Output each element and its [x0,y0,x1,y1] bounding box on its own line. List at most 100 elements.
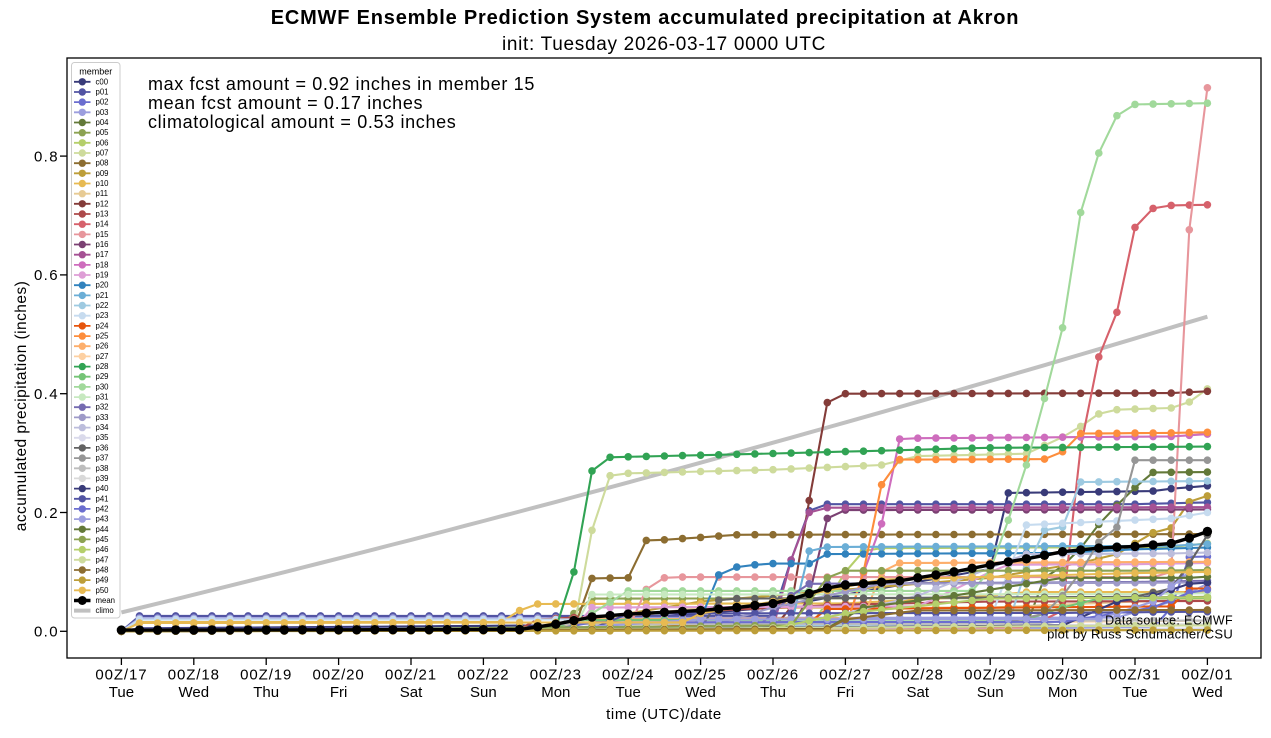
svg-text:p22: p22 [96,301,109,310]
svg-text:p49: p49 [96,576,109,585]
svg-text:p50: p50 [96,586,110,595]
svg-text:p14: p14 [96,220,110,229]
svg-text:p19: p19 [96,271,109,280]
svg-text:p41: p41 [96,494,109,503]
svg-text:p39: p39 [96,474,109,483]
svg-text:p25: p25 [96,332,110,341]
svg-text:p35: p35 [96,433,110,442]
svg-text:p04: p04 [96,118,110,127]
svg-text:p40: p40 [96,484,110,493]
svg-text:00Z/24: 00Z/24 [602,667,654,684]
svg-text:p27: p27 [96,352,109,361]
svg-text:p46: p46 [96,545,109,554]
svg-text:mean fcst amount = 0.17 inches: mean fcst amount = 0.17 inches [148,93,423,113]
svg-text:p30: p30 [96,382,110,391]
svg-text:p13: p13 [96,210,109,219]
svg-text:p11: p11 [96,189,108,198]
svg-text:0.2: 0.2 [34,505,59,522]
svg-text:p44: p44 [96,525,110,534]
svg-text:Fri: Fri [330,684,348,701]
svg-text:accumulated precipitation (inc: accumulated precipitation (inches) [13,281,30,532]
svg-text:00Z/22: 00Z/22 [457,667,509,684]
svg-text:p17: p17 [96,250,109,259]
svg-text:p02: p02 [96,98,109,107]
svg-text:p36: p36 [96,443,109,452]
svg-text:p12: p12 [96,199,109,208]
svg-text:Tue: Tue [109,684,134,701]
svg-text:climo: climo [96,606,115,615]
svg-text:00Z/28: 00Z/28 [892,667,944,684]
svg-text:p24: p24 [96,321,110,330]
svg-text:p23: p23 [96,311,109,320]
svg-text:max fcst amount = 0.92 inches: max fcst amount = 0.92 inches in member … [148,74,535,94]
svg-text:Wed: Wed [179,684,210,701]
svg-text:0.4: 0.4 [34,386,59,403]
svg-text:p08: p08 [96,159,109,168]
svg-text:Sat: Sat [907,684,930,701]
svg-text:Tue: Tue [616,684,641,701]
svg-text:init: Tuesday 2026-03-17 0000: init: Tuesday 2026-03-17 0000 UTC [502,34,826,55]
svg-text:p21: p21 [96,291,109,300]
svg-text:p33: p33 [96,413,109,422]
svg-text:Mon: Mon [541,684,570,701]
svg-text:Sat: Sat [400,684,423,701]
svg-text:00Z/29: 00Z/29 [964,667,1016,684]
svg-text:p20: p20 [96,281,110,290]
svg-text:00Z/17: 00Z/17 [95,667,147,684]
svg-text:p09: p09 [96,169,109,178]
svg-text:p26: p26 [96,342,109,351]
svg-text:Sun: Sun [470,684,497,701]
svg-text:00Z/20: 00Z/20 [313,667,365,684]
svg-text:Sun: Sun [977,684,1004,701]
svg-text:p37: p37 [96,454,109,463]
svg-text:00Z/21: 00Z/21 [385,667,437,684]
svg-text:0.0: 0.0 [34,624,59,641]
svg-text:00Z/31: 00Z/31 [1109,667,1161,684]
svg-text:climatological amount = 0.53 i: climatological amount = 0.53 inches [148,112,456,132]
svg-text:Data source: ECMWF: Data source: ECMWF [1105,614,1233,628]
svg-text:p38: p38 [96,464,109,473]
svg-text:Wed: Wed [1192,684,1223,701]
svg-text:ECMWF Ensemble Prediction Syst: ECMWF Ensemble Prediction System accumul… [271,7,1020,29]
svg-text:p10: p10 [96,179,110,188]
svg-text:Wed: Wed [685,684,716,701]
svg-text:mean: mean [96,596,116,605]
svg-text:time (UTC)/date: time (UTC)/date [606,706,722,723]
svg-text:00Z/19: 00Z/19 [240,667,292,684]
svg-text:0.6: 0.6 [34,267,59,284]
svg-text:0.8: 0.8 [34,148,59,165]
svg-text:p05: p05 [96,128,110,137]
svg-text:00Z/18: 00Z/18 [168,667,220,684]
svg-text:p45: p45 [96,535,110,544]
svg-text:p47: p47 [96,555,109,564]
svg-text:p29: p29 [96,372,109,381]
svg-text:p34: p34 [96,423,110,432]
svg-text:c00: c00 [96,77,109,86]
svg-text:plot by Russ Schumacher/CSU: plot by Russ Schumacher/CSU [1047,627,1233,642]
svg-text:Tue: Tue [1122,684,1147,701]
svg-text:p32: p32 [96,403,109,412]
svg-text:p03: p03 [96,108,109,117]
svg-text:p01: p01 [96,88,109,97]
svg-text:00Z/01: 00Z/01 [1181,667,1233,684]
svg-text:p06: p06 [96,138,109,147]
svg-text:p07: p07 [96,149,109,158]
svg-text:member: member [79,67,112,77]
svg-text:p16: p16 [96,240,109,249]
svg-text:Fri: Fri [837,684,855,701]
svg-text:p31: p31 [96,393,109,402]
svg-text:p28: p28 [96,362,109,371]
svg-text:p43: p43 [96,515,109,524]
svg-text:p15: p15 [96,230,110,239]
svg-text:p42: p42 [96,504,109,513]
svg-text:p48: p48 [96,566,109,575]
svg-text:00Z/27: 00Z/27 [819,667,871,684]
svg-text:00Z/26: 00Z/26 [747,667,799,684]
svg-text:00Z/23: 00Z/23 [530,667,582,684]
svg-text:Mon: Mon [1048,684,1077,701]
svg-text:00Z/25: 00Z/25 [675,667,727,684]
svg-text:Thu: Thu [760,684,786,701]
svg-text:p18: p18 [96,260,109,269]
svg-text:00Z/30: 00Z/30 [1037,667,1089,684]
svg-text:Thu: Thu [253,684,279,701]
